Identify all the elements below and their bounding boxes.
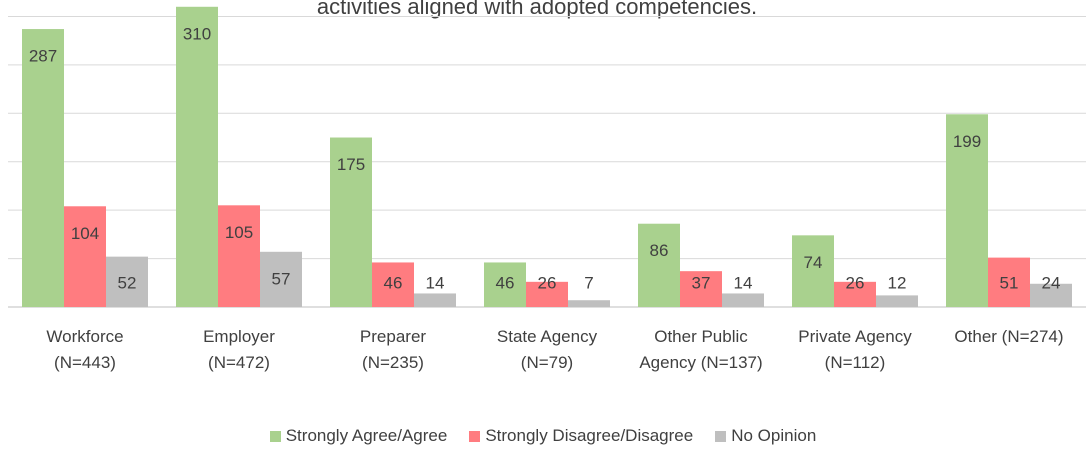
bar <box>176 6 218 308</box>
x-tick-label: Employer (N=472) <box>203 327 275 372</box>
bar <box>988 257 1030 307</box>
x-tick-label: Other Public Agency (N=137) <box>639 327 763 372</box>
bar <box>680 271 722 307</box>
bar <box>260 251 302 307</box>
legend-label: Strongly Agree/Agree <box>285 426 448 445</box>
data-label: 14 <box>734 273 753 292</box>
bar <box>372 262 414 307</box>
bar <box>834 281 876 307</box>
bar <box>414 293 456 307</box>
data-label: 86 <box>650 241 669 260</box>
data-label: 46 <box>384 273 403 292</box>
bar <box>484 262 526 307</box>
data-label: 46 <box>496 273 515 292</box>
x-tick-label: Workforce (N=443) <box>46 327 124 372</box>
data-label: 52 <box>118 273 137 292</box>
x-tick-label: State Agency (N=79) <box>496 327 598 372</box>
bar <box>638 223 680 307</box>
bar <box>526 281 568 307</box>
data-label: 37 <box>692 273 711 292</box>
data-label: 105 <box>225 223 253 242</box>
data-label: 310 <box>183 24 211 43</box>
data-label: 14 <box>426 273 445 292</box>
x-tick-label: Other (N=274) <box>954 327 1064 346</box>
bar <box>106 256 148 307</box>
data-label: 51 <box>1000 273 1019 292</box>
bar <box>330 137 372 307</box>
legend-item: No Opinion <box>715 426 816 446</box>
data-label: 104 <box>71 224 99 243</box>
bar <box>568 300 610 307</box>
x-tick-label: Preparer (N=235) <box>359 327 427 372</box>
legend-label: No Opinion <box>731 426 817 445</box>
legend-item: Strongly Disagree/Disagree <box>469 426 693 446</box>
bar <box>876 295 918 307</box>
bar <box>64 206 106 307</box>
legend-swatch <box>715 430 727 442</box>
bar <box>946 114 988 307</box>
data-label: 26 <box>538 273 557 292</box>
legend-swatch <box>269 430 281 442</box>
data-label: 175 <box>337 155 365 174</box>
data-label: 74 <box>804 253 823 272</box>
bar <box>22 29 64 308</box>
data-label: 287 <box>29 47 57 66</box>
data-label: 24 <box>1042 273 1061 292</box>
legend-item: Strongly Agree/Agree <box>269 426 448 446</box>
data-label: 199 <box>953 132 981 151</box>
data-label: 7 <box>584 273 593 292</box>
data-label: 26 <box>846 273 865 292</box>
legend: Strongly Agree/Agree Strongly Disagree/Di… <box>0 426 1086 446</box>
x-tick-label: Private Agency (N=112) <box>798 327 912 372</box>
bar <box>1030 283 1072 307</box>
bar <box>218 205 260 307</box>
bar <box>792 235 834 307</box>
chart-title: activities aligned with adopted competen… <box>317 0 757 19</box>
legend-swatch <box>469 430 481 442</box>
data-label: 12 <box>888 273 907 292</box>
data-label: 57 <box>272 269 291 288</box>
bar <box>722 293 764 307</box>
legend-label: Strongly Disagree/Disagree <box>485 426 694 445</box>
